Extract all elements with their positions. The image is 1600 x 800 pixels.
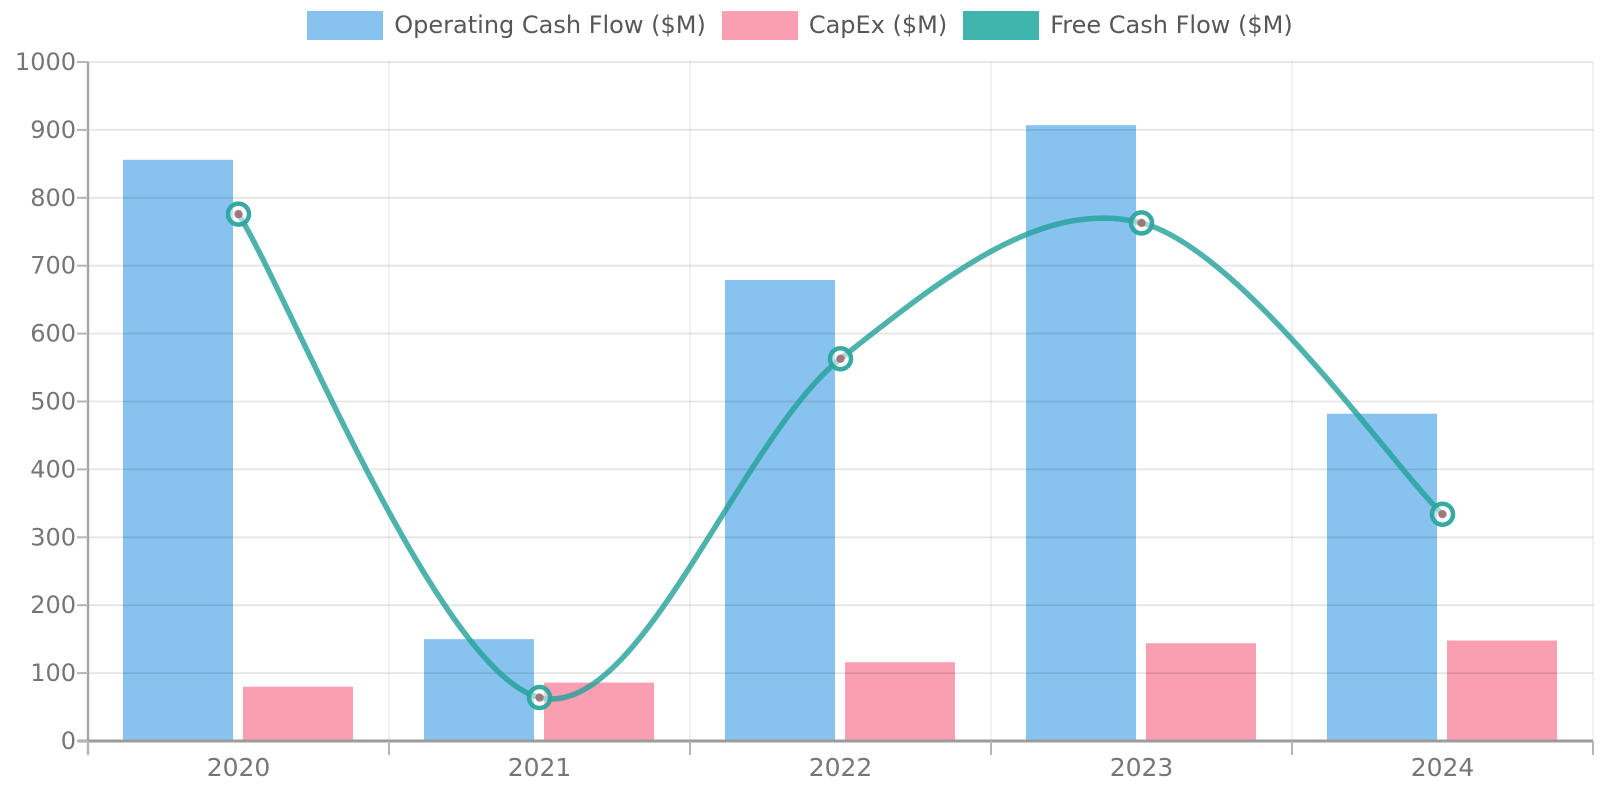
x-axis-label-2021: 2021: [508, 753, 572, 782]
bar-capex-m-2023: [1146, 643, 1256, 741]
x-axis-label-2020: 2020: [207, 753, 271, 782]
bar-capex-m-2020: [243, 686, 353, 741]
legend-label: Operating Cash Flow ($M): [394, 11, 706, 39]
line-marker-dot-2020: [234, 209, 243, 219]
y-axis-label-300: 300: [30, 523, 76, 551]
bar-operating-cash-flow-m-2024: [1327, 413, 1437, 741]
y-axis-label-200: 200: [30, 591, 76, 619]
legend-swatch-icon: [963, 11, 1040, 40]
line-marker-dot-2022: [836, 354, 845, 363]
free-cash-flow-line: [235, 211, 1446, 702]
legend-label: CapEx ($M): [808, 11, 948, 39]
line-marker-dot-2023: [1137, 218, 1146, 228]
bar-operating-cash-flow-m-2020: [123, 159, 233, 741]
y-axis-label-700: 700: [30, 252, 76, 280]
x-axis-label-2024: 2024: [1411, 753, 1475, 782]
y-axis-label-900: 900: [30, 116, 76, 144]
y-axis-label-0: 0: [61, 727, 76, 755]
y-axis-label-500: 500: [30, 388, 76, 416]
y-axis-label-400: 400: [30, 455, 76, 483]
line-marker-dot-2021: [535, 693, 544, 702]
bar-capex-m-2021: [544, 682, 654, 741]
line-marker-dot-2024: [1438, 510, 1447, 519]
y-axis-label-1000: 1000: [15, 48, 76, 76]
y-axis-label-600: 600: [30, 320, 76, 348]
legend-item-2: CapEx ($M): [721, 11, 948, 40]
x-axis-label-2022: 2022: [809, 753, 873, 782]
legend-label: Free Cash Flow ($M): [1050, 11, 1293, 39]
bar-operating-cash-flow-m-2022: [725, 279, 835, 741]
bar-capex-m-2024: [1447, 640, 1557, 741]
bar-capex-m-2022: [845, 662, 955, 741]
y-axis-label-100: 100: [30, 659, 76, 687]
legend-item-1: Operating Cash Flow ($M): [307, 11, 706, 40]
legend-swatch-icon: [721, 11, 798, 40]
legend-swatch-icon: [307, 11, 384, 40]
legend-item-3: Free Cash Flow ($M): [963, 11, 1293, 40]
x-axis-label-2023: 2023: [1110, 753, 1174, 782]
chart-legend: Operating Cash Flow ($M) CapEx ($M) Free C…: [0, 11, 1600, 40]
bar-operating-cash-flow-m-2021: [424, 639, 534, 741]
y-axis-label-800: 800: [30, 184, 76, 212]
